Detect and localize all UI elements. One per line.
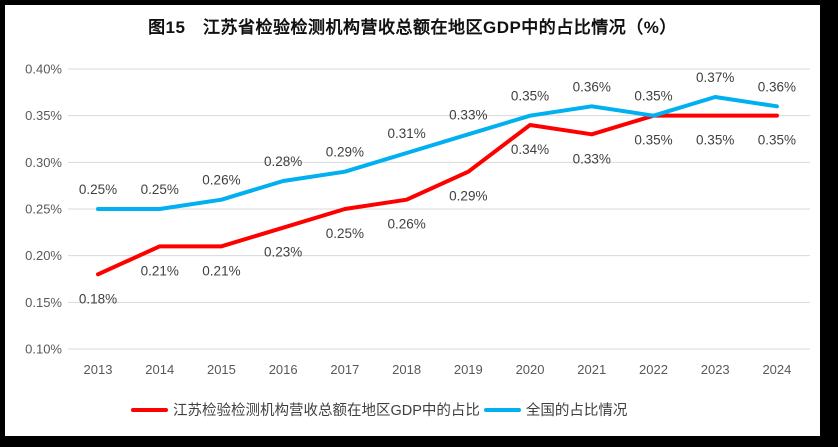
frame-border-left <box>0 0 5 447</box>
data-point-label: 0.29% <box>449 189 487 204</box>
data-point-label: 0.33% <box>573 151 611 166</box>
legend-blue-line-swatch <box>483 407 521 412</box>
y-axis-tick-label: 0.30% <box>25 155 62 170</box>
y-axis-tick-label: 0.10% <box>25 342 62 357</box>
x-axis-tick-label: 2015 <box>207 362 236 377</box>
data-point-label: 0.18% <box>79 291 117 306</box>
x-axis-tick-label: 2017 <box>330 362 359 377</box>
data-point-label: 0.25% <box>326 226 364 241</box>
data-point-label: 0.35% <box>634 89 672 104</box>
data-point-label: 0.35% <box>758 133 796 148</box>
y-axis-tick-label: 0.15% <box>25 295 62 310</box>
x-axis-tick-label: 2014 <box>145 362 174 377</box>
data-point-label: 0.29% <box>326 145 364 160</box>
x-axis-tick-label: 2018 <box>392 362 421 377</box>
data-point-label: 0.28% <box>264 154 302 169</box>
x-axis-tick-label: 2023 <box>701 362 730 377</box>
data-point-label: 0.21% <box>141 263 179 278</box>
data-point-label: 0.21% <box>202 263 240 278</box>
frame-border-right <box>820 0 838 447</box>
legend-item-jiangsu: 江苏检验检测机构营收总额在地区GDP中的占比 <box>131 399 480 420</box>
data-point-label: 0.33% <box>449 107 487 122</box>
y-axis-tick-label: 0.25% <box>25 202 62 217</box>
data-point-label: 0.26% <box>387 217 425 232</box>
data-point-label: 0.37% <box>696 70 734 85</box>
legend-label-national: 全国的占比情况 <box>525 403 628 419</box>
legend-item-national: 全国的占比情况 <box>483 399 628 420</box>
data-point-label: 0.36% <box>758 79 796 94</box>
data-point-label: 0.35% <box>511 89 549 104</box>
x-axis-tick-label: 2016 <box>269 362 298 377</box>
frame-border-top <box>0 0 838 5</box>
x-axis-tick-label: 2020 <box>516 362 545 377</box>
data-point-label: 0.35% <box>634 133 672 148</box>
y-axis-tick-label: 0.35% <box>25 108 62 123</box>
chart-title: 图15 江苏省检验检测机构营收总额在地区GDP中的占比情况（%） <box>148 18 677 37</box>
x-axis-tick-label: 2022 <box>639 362 668 377</box>
legend: 江苏检验检测机构营收总额在地区GDP中的占比 全国的占比情况 <box>131 399 627 420</box>
x-axis-tick-label: 2019 <box>454 362 483 377</box>
data-point-label: 0.25% <box>141 182 179 197</box>
data-point-label: 0.25% <box>79 182 117 197</box>
legend-label-jiangsu: 江苏检验检测机构营收总额在地区GDP中的占比 <box>173 403 480 419</box>
x-axis-tick-label: 2021 <box>577 362 606 377</box>
y-axis-tick-label: 0.20% <box>25 248 62 263</box>
y-axis-tick-label: 0.40% <box>25 62 62 77</box>
x-axis-tick-label: 2024 <box>762 362 791 377</box>
x-axis-tick-label: 2013 <box>84 362 113 377</box>
frame-border-bottom <box>0 436 838 447</box>
data-point-label: 0.26% <box>202 173 240 188</box>
data-point-label: 0.23% <box>264 245 302 260</box>
national-series-line <box>96 95 779 212</box>
legend-red-line-swatch <box>131 407 168 412</box>
data-point-label: 0.36% <box>573 79 611 94</box>
jiangsu-series-line <box>96 113 779 277</box>
data-point-label: 0.31% <box>387 126 425 141</box>
data-point-label: 0.34% <box>511 142 549 157</box>
data-point-label: 0.35% <box>696 133 734 148</box>
